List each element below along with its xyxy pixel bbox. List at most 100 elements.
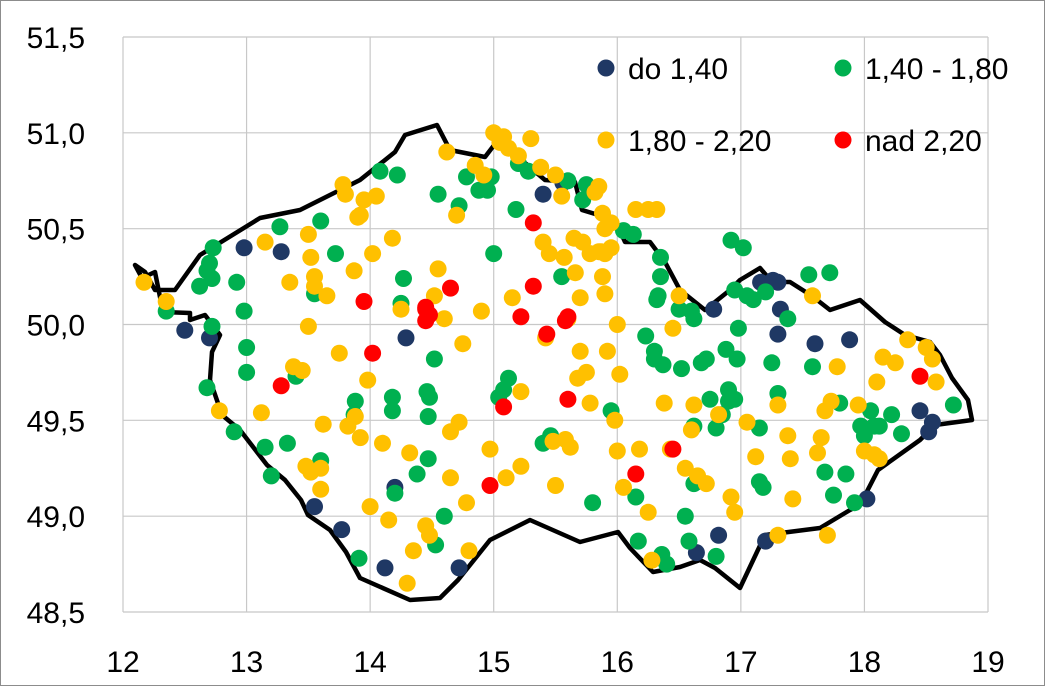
data-point (911, 402, 929, 420)
data-point (351, 206, 369, 224)
data-point (577, 363, 595, 381)
data-point (566, 264, 584, 282)
data-point (235, 302, 253, 320)
data-point (252, 404, 270, 422)
x-tick-label: 12 (106, 646, 139, 679)
data-point (442, 469, 459, 487)
data-point (779, 427, 797, 445)
data-point (397, 329, 415, 347)
legend-label: 1,80 - 2,20 (628, 125, 771, 158)
data-point (204, 239, 222, 257)
data-point (408, 465, 426, 483)
data-point (458, 168, 475, 186)
data-point (738, 413, 756, 431)
data-point (664, 440, 682, 458)
data-point (238, 363, 256, 381)
data-point (639, 503, 657, 521)
data-point (676, 459, 694, 477)
tick-labels: 48,5 49,0 49,5 50,0 50,5 51,0 51,5 12 13 14 15 16 17… (27, 22, 1005, 679)
data-point (361, 498, 379, 516)
data-point (262, 467, 280, 485)
x-tick-label: 19 (971, 646, 1004, 679)
data-point (386, 484, 404, 502)
data-point (697, 475, 715, 493)
data-point (256, 438, 274, 456)
data-point (886, 354, 904, 372)
data-point (800, 266, 818, 284)
data-point (497, 469, 515, 487)
data-point (757, 283, 775, 301)
data-point (722, 488, 740, 506)
data-point (870, 417, 888, 435)
data-point (495, 398, 513, 416)
data-point (460, 542, 478, 560)
data-point (648, 201, 666, 218)
y-tick-label: 51,0 (27, 118, 85, 151)
data-point (281, 273, 299, 291)
legend: do 1,40 1,40 - 1,80 1,80 - 2,20 nad 2,20 (597, 53, 1008, 158)
data-point (438, 143, 456, 161)
data-point (574, 191, 592, 209)
data-point (256, 233, 274, 251)
data-point (450, 413, 468, 431)
data-point (272, 377, 290, 395)
x-tick-label: 16 (601, 646, 634, 679)
data-point (509, 147, 527, 165)
data-point (198, 379, 216, 397)
data-point (927, 373, 945, 391)
data-point (383, 229, 401, 247)
legend-marker (597, 131, 615, 149)
data-point (769, 396, 787, 414)
data-point (923, 413, 941, 431)
data-point (364, 245, 382, 263)
data-point (726, 390, 744, 408)
data-point (507, 201, 525, 218)
x-tick-label: 17 (724, 646, 757, 679)
data-point (314, 415, 332, 433)
data-point (710, 526, 728, 544)
data-point (395, 270, 412, 287)
data-point (210, 402, 228, 420)
data-point (312, 212, 330, 230)
data-point (419, 450, 437, 468)
data-point (306, 498, 323, 516)
data-point (271, 218, 289, 236)
data-point (841, 331, 859, 349)
data-point (710, 406, 728, 424)
y-tick-label: 50,0 (27, 310, 85, 343)
data-point (293, 362, 311, 379)
x-tick-label: 14 (353, 646, 386, 679)
data-point (435, 310, 453, 328)
data-point (561, 438, 579, 456)
data-point (680, 532, 698, 550)
data-point (571, 342, 589, 360)
y-tick-label: 49,5 (27, 405, 85, 438)
data-point (649, 287, 667, 305)
data-point (532, 158, 550, 176)
x-tick-label: 15 (477, 646, 510, 679)
data-point (351, 429, 369, 447)
data-point (454, 335, 472, 353)
data-point (450, 559, 468, 577)
y-tick-label: 50,5 (27, 214, 85, 247)
data-point (435, 507, 453, 525)
data-point (602, 239, 620, 257)
data-point (559, 308, 577, 326)
data-point (722, 231, 740, 249)
data-point (312, 480, 330, 498)
data-point (336, 185, 354, 203)
data-point (837, 465, 855, 483)
data-point (419, 408, 437, 425)
data-point (312, 459, 330, 477)
data-point (825, 486, 842, 504)
data-point (581, 394, 599, 412)
data-point (302, 248, 320, 266)
data-point (816, 463, 834, 481)
data-point (676, 507, 694, 525)
data-point (540, 245, 558, 263)
data-point (398, 574, 416, 592)
data-point (330, 344, 348, 362)
data-point (350, 549, 368, 567)
